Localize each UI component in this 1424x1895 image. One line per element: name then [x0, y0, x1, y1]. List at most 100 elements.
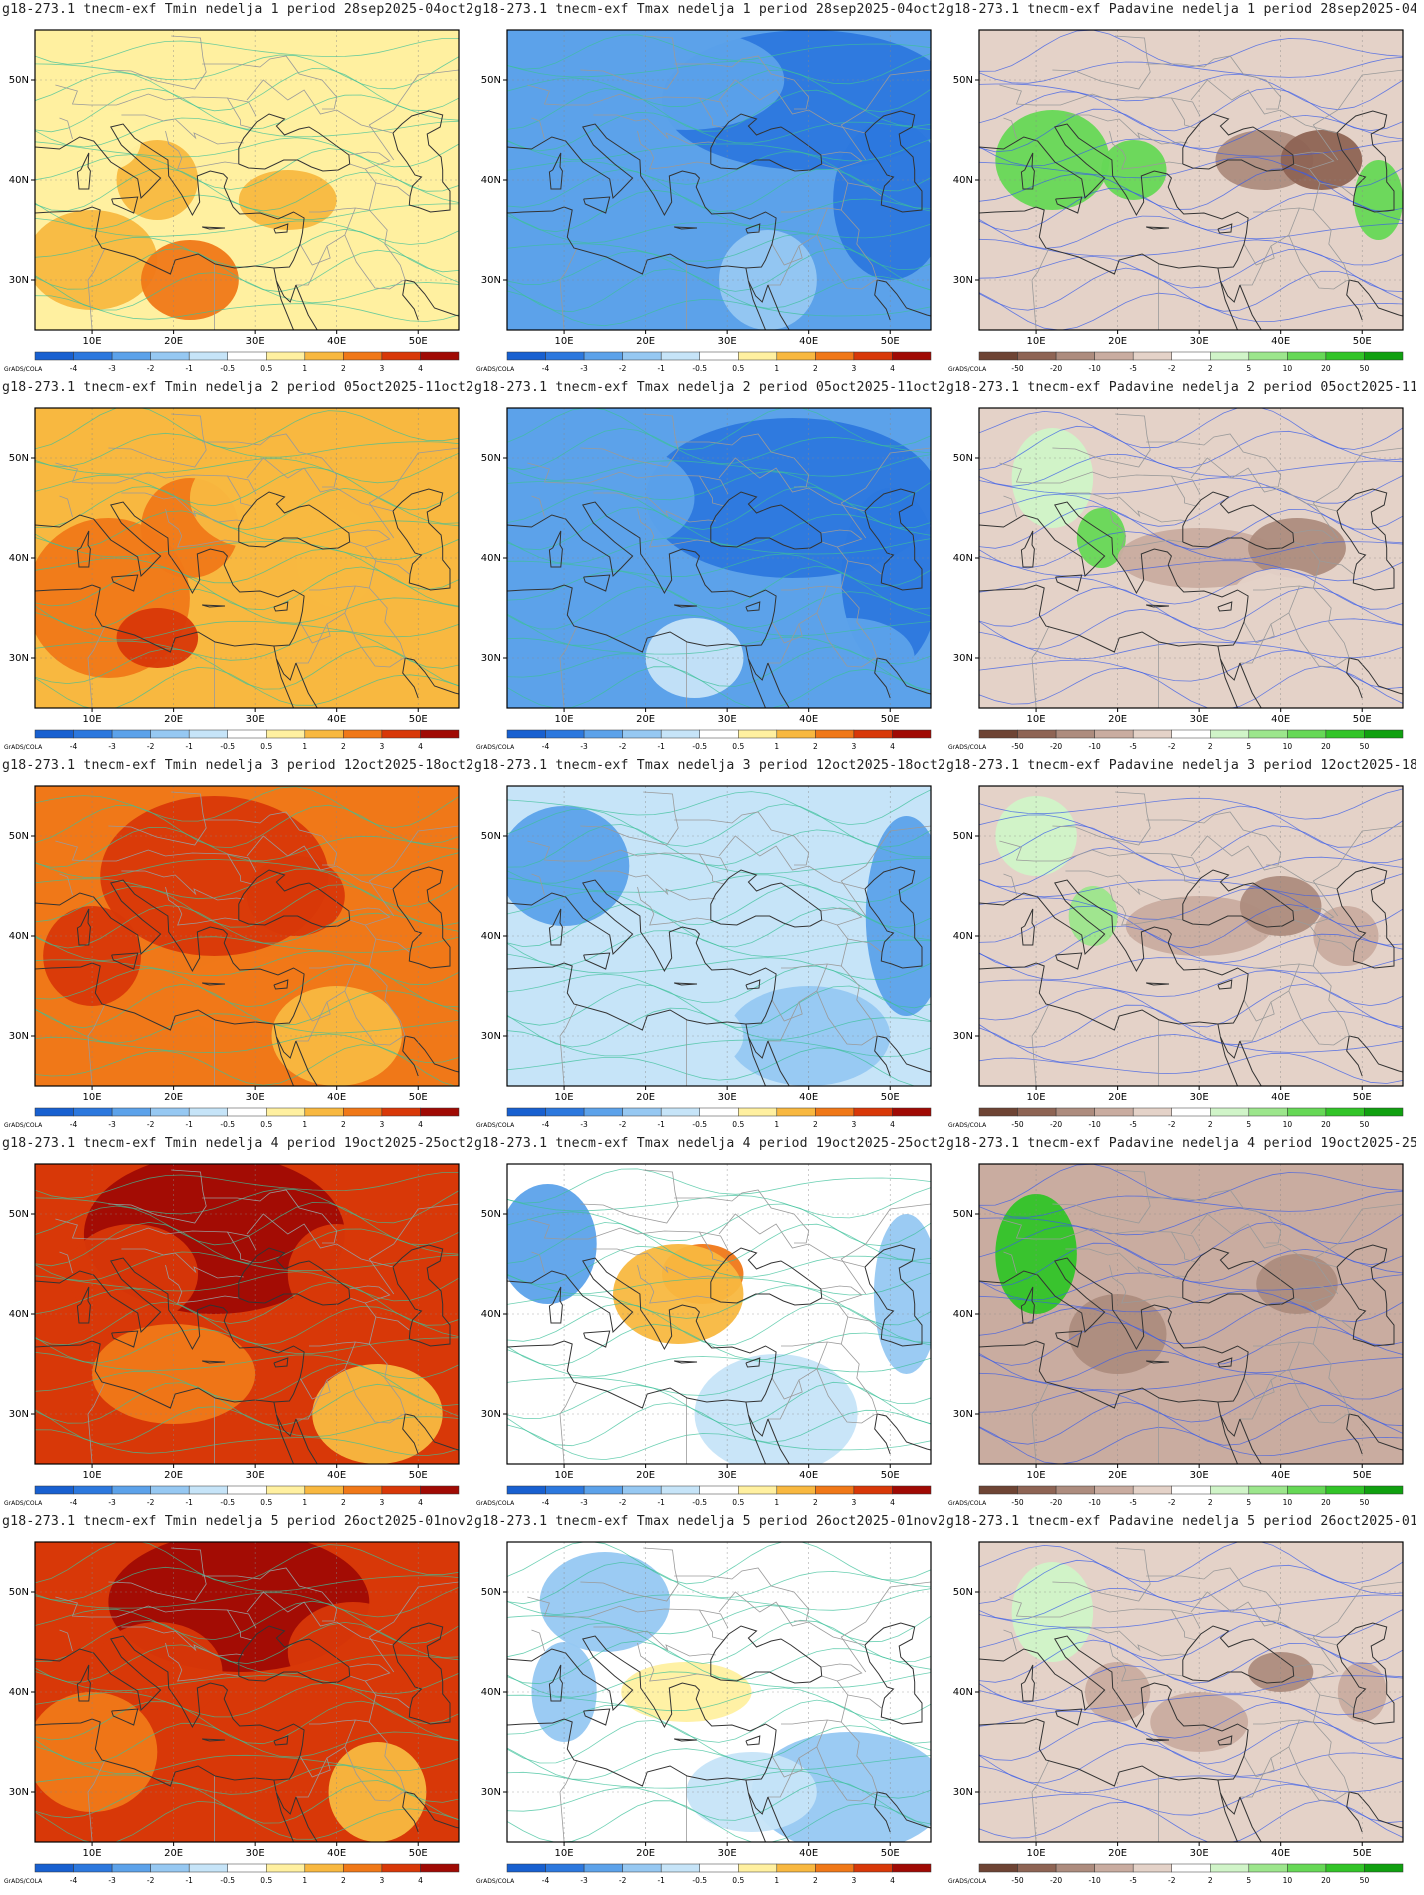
- contour-line: [979, 1004, 1403, 1049]
- coastline: [275, 1792, 295, 1842]
- country-border: [1190, 457, 1338, 512]
- country-border: [87, 1759, 106, 1842]
- country-border: [368, 69, 459, 161]
- lat-tick-label: 30N: [481, 1409, 501, 1420]
- contour-line: [979, 1665, 1403, 1703]
- colorbar-swatch: [1055, 1485, 1095, 1495]
- country-border: [227, 475, 257, 495]
- lon-tick-label: 20E: [164, 1848, 183, 1859]
- colorbar-swatch: [1094, 1485, 1134, 1495]
- colorbar-swatch: [776, 1863, 816, 1873]
- coastline: [273, 1401, 297, 1437]
- anomaly-map: 10E 20E 30E 40E 50E 50N 40N 30N -50 -20 -10 -5 -2 2 5 1…: [948, 407, 1404, 751]
- lon-tick-label: 20E: [164, 1092, 183, 1103]
- country-border: [841, 965, 878, 1037]
- colorbar-swatch: [545, 1107, 585, 1117]
- contour-line: [979, 1620, 1403, 1665]
- anomaly-patch: [645, 618, 744, 698]
- coastline: [1020, 1664, 1035, 1702]
- coastline: [1219, 1036, 1239, 1086]
- colorbar-swatch: [188, 1107, 228, 1117]
- country-border: [368, 1581, 459, 1673]
- colorbar-swatch: [343, 351, 383, 361]
- coastline: [767, 284, 790, 330]
- colorbar-swatch: [343, 1863, 383, 1873]
- country-border: [375, 1316, 410, 1331]
- panel-title: g18-273.1 tnecm-exf Tmax nedelja 3 perio…: [474, 758, 944, 773]
- country-border: [121, 1248, 244, 1279]
- contour-line: [35, 950, 459, 986]
- anomaly-map: 10E 20E 30E 40E 50E 50N 40N 30N -4 -3 -2 -1 -0.5 0.5 1…: [4, 29, 460, 373]
- colorbar-label: -20: [1050, 1120, 1062, 1129]
- contour-line: [979, 1164, 1403, 1206]
- country-border: [87, 1003, 106, 1086]
- lat-tick-label: 40N: [481, 553, 501, 564]
- colorbar-swatch: [1055, 1107, 1095, 1117]
- colorbar-swatch: [699, 1107, 739, 1117]
- country-border: [368, 447, 459, 539]
- lat-tick-label: 40N: [9, 175, 29, 186]
- lon-tick-label: 20E: [636, 1848, 655, 1859]
- lat-tick-label: 30N: [9, 1031, 29, 1042]
- coastline: [747, 280, 767, 330]
- colorbar-label: 4: [890, 1120, 895, 1129]
- contour-line: [35, 1282, 459, 1326]
- coastline: [76, 530, 91, 568]
- country-border: [840, 825, 931, 917]
- colorbar-swatch: [420, 1863, 460, 1873]
- coastline: [747, 658, 767, 708]
- contour-line: [979, 238, 1403, 266]
- country-border: [348, 907, 391, 926]
- contour-line: [35, 666, 459, 708]
- panel-title: g18-273.1 tnecm-exf Tmin nedelja 5 perio…: [2, 1514, 472, 1529]
- contour-line: [507, 168, 931, 213]
- country-border: [108, 35, 207, 90]
- contour-line: [507, 454, 931, 482]
- lat-tick-label: 50N: [481, 453, 501, 464]
- lat-tick-label: 50N: [9, 453, 29, 464]
- country-border: [55, 462, 253, 507]
- contour-line: [507, 247, 931, 292]
- colorbar-swatch: [34, 351, 74, 361]
- colorbar-swatch: [188, 1863, 228, 1873]
- colorbar-label: -4: [70, 742, 78, 751]
- country-border: [531, 1251, 545, 1274]
- country-border: [121, 114, 244, 145]
- colorbar-label: 2: [813, 364, 818, 373]
- lat-tick-label: 40N: [953, 175, 973, 186]
- coastline: [864, 866, 923, 969]
- coastline: [1346, 657, 1363, 699]
- colorbar-swatch: [853, 1107, 893, 1117]
- colorbar-label: -5: [1129, 742, 1137, 751]
- lon-tick-label: 40E: [327, 714, 346, 725]
- colorbar-swatch: [1210, 1107, 1250, 1117]
- colorbar-swatch: [583, 1107, 623, 1117]
- country-border: [1031, 247, 1050, 330]
- contour-line: [507, 553, 931, 587]
- colorbar-swatch: [853, 1863, 893, 1873]
- colorbar-label: 3: [852, 364, 857, 373]
- country-border: [1190, 79, 1338, 134]
- lon-tick-label: 20E: [1108, 714, 1127, 725]
- contour-line: [507, 53, 931, 85]
- country-border: [295, 1379, 328, 1420]
- coastline: [1217, 1357, 1233, 1368]
- colorbar-swatch: [892, 1485, 932, 1495]
- contour-line: [979, 1742, 1403, 1784]
- country-border: [344, 1368, 406, 1424]
- country-border: [637, 130, 711, 170]
- lon-tick-label: 30E: [1190, 1092, 1209, 1103]
- coastline: [877, 1791, 931, 1829]
- colorbar-label: -2: [619, 742, 627, 751]
- colorbar-label: -1: [657, 1876, 665, 1885]
- colorbar-swatch: [545, 1485, 585, 1495]
- country-border: [767, 245, 800, 286]
- colorbar-label: -2: [147, 1498, 155, 1507]
- coastline: [1146, 226, 1170, 230]
- country-border: [1003, 495, 1017, 518]
- coastline: [1349, 1035, 1403, 1073]
- contour-line: [35, 432, 459, 468]
- colorbar-swatch: [622, 1863, 662, 1873]
- colorbar-swatch: [111, 1863, 151, 1873]
- anomaly-map: 10E 20E 30E 40E 50E 50N 40N 30N -4 -3 -2 -1 -0.5 0.5 1…: [4, 1163, 460, 1507]
